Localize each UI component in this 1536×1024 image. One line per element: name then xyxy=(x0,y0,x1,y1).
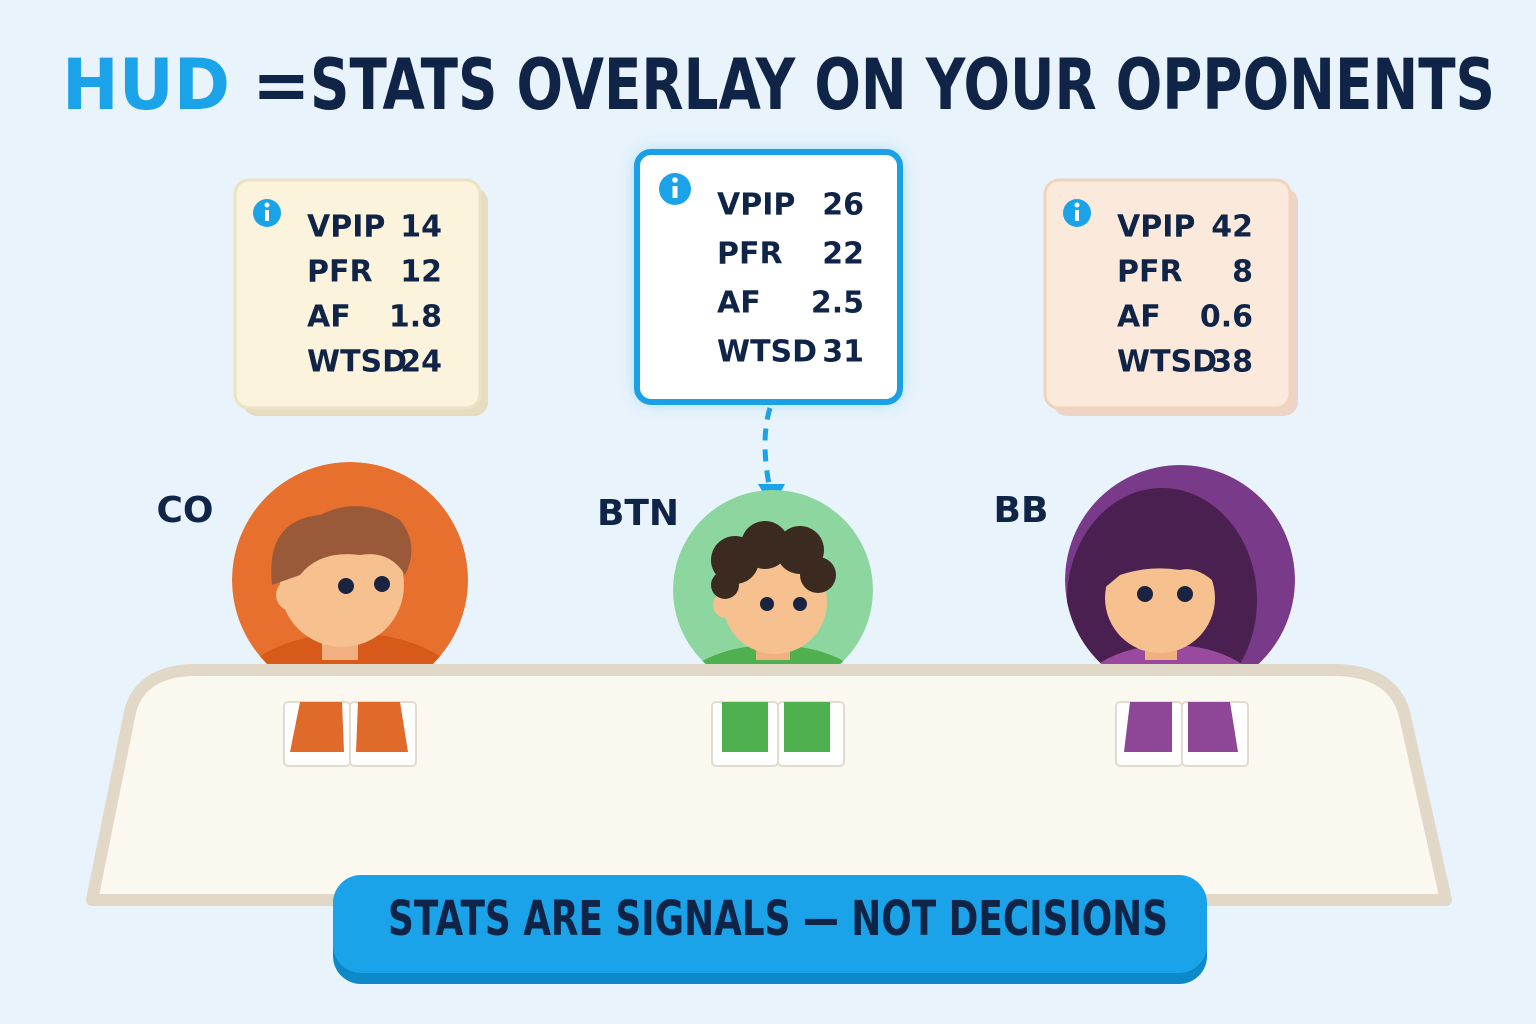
info-icon xyxy=(659,173,691,205)
title-highlight: HUD xyxy=(62,44,230,126)
hud-box xyxy=(634,149,903,405)
cards xyxy=(711,701,845,767)
cards xyxy=(1115,701,1249,767)
stat-label: VPIP xyxy=(1117,210,1195,245)
stat-value: 26 xyxy=(822,188,864,223)
stat-value: 8 xyxy=(1232,255,1253,290)
stat-label: PFR xyxy=(1117,255,1183,290)
position-label: BB xyxy=(994,490,1049,531)
stat-label: WTSD xyxy=(717,335,817,370)
hud-box xyxy=(1043,178,1292,410)
position-label: BTN xyxy=(597,493,679,534)
title-equals: = xyxy=(252,44,311,126)
stat-value: 14 xyxy=(400,210,442,245)
stat-label: WTSD xyxy=(307,345,407,380)
arrow xyxy=(762,407,773,491)
table xyxy=(86,664,1452,906)
stat-label: VPIP xyxy=(717,188,795,223)
stat-value: 1.8 xyxy=(389,300,442,335)
hud-box xyxy=(233,178,482,410)
cards xyxy=(283,701,417,767)
stat-value: 22 xyxy=(822,237,864,272)
stat-value: 38 xyxy=(1211,345,1253,380)
banner[interactable] xyxy=(333,875,1207,973)
stat-label: PFR xyxy=(717,237,783,272)
position-label: CO xyxy=(156,490,213,531)
title-text: STATS OVERLAY ON YOUR OPPONENTS xyxy=(310,44,1495,126)
stat-value: 31 xyxy=(822,335,864,370)
stat-label: WTSD xyxy=(1117,345,1217,380)
stat-value: 2.5 xyxy=(811,286,864,321)
stat-label: AF xyxy=(1117,300,1161,335)
stat-value: 42 xyxy=(1211,210,1253,245)
stat-label: AF xyxy=(717,286,761,321)
stat-label: VPIP xyxy=(307,210,385,245)
banner-text: STATS ARE SIGNALS — NOT DECISIONS xyxy=(388,891,1168,947)
stat-label: AF xyxy=(307,300,351,335)
info-icon xyxy=(1063,199,1091,227)
info-icon xyxy=(253,199,281,227)
stat-value: 12 xyxy=(400,255,442,290)
stat-value: 24 xyxy=(400,345,442,380)
stat-label: PFR xyxy=(307,255,373,290)
stat-value: 0.6 xyxy=(1200,300,1253,335)
